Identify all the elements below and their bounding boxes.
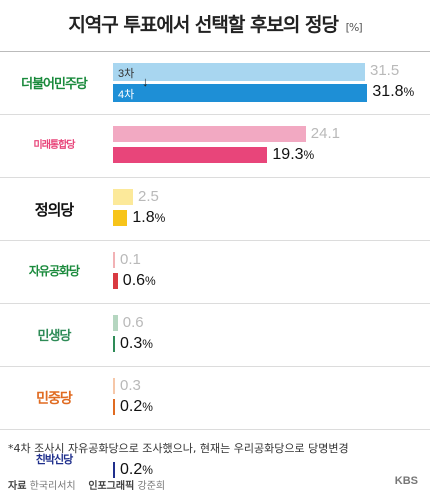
value-label-s1-2: 1.8% bbox=[132, 209, 165, 227]
value-label-s1-0: 31.8% bbox=[372, 83, 414, 101]
credit-line: 자료 한국리서치 인포그래픽 강준희 bbox=[8, 477, 165, 492]
value-label-s1-1: 19.3% bbox=[272, 146, 314, 164]
value-label-s0-1: 24.1 bbox=[311, 125, 340, 142]
value-label-s1-4: 0.3% bbox=[120, 335, 153, 353]
title-text: 지역구 투표에서 선택할 후보의 정당 bbox=[68, 14, 339, 36]
unit-label: [%] bbox=[345, 21, 363, 34]
bar-s1-5 bbox=[113, 399, 115, 415]
value-number: 31.5 bbox=[370, 62, 400, 79]
value-number: 0.2 bbox=[120, 398, 143, 415]
row-divider-4 bbox=[0, 366, 430, 367]
value-number: - bbox=[118, 440, 123, 457]
bar-s1-1 bbox=[113, 147, 268, 163]
row-divider-2 bbox=[0, 240, 430, 241]
party-logo-5: 민중당 bbox=[36, 391, 73, 407]
value-label-s0-5: 0.3 bbox=[120, 377, 141, 394]
value-number: 1.8 bbox=[132, 209, 155, 226]
row-divider-3 bbox=[0, 303, 430, 304]
percent-sign: % bbox=[154, 211, 166, 225]
value-number: 0.6 bbox=[122, 272, 146, 289]
chart-title: 지역구 투표에서 선택할 후보의 정당 [%] bbox=[0, 10, 430, 37]
row-divider-1 bbox=[0, 177, 430, 178]
value-label-s0-0: 31.5 bbox=[370, 62, 399, 79]
row-divider-0 bbox=[0, 114, 430, 115]
value-label-s0-2: 2.5 bbox=[138, 188, 159, 205]
percent-sign: % bbox=[142, 337, 153, 351]
party-logo-3: 자유공화당 bbox=[28, 264, 80, 278]
party-logo-1: 미래통합당 bbox=[33, 140, 76, 151]
bar-s1-0 bbox=[113, 84, 368, 102]
graphic-value: 강준희 bbox=[137, 481, 166, 492]
footnote: *4차 조사시 자유공화당으로 조사했으나, 현재는 우리공화당으로 당명변경 bbox=[8, 442, 349, 455]
party-logo-4: 민생당 bbox=[37, 329, 72, 344]
percent-sign: % bbox=[403, 85, 415, 99]
percent-sign: % bbox=[145, 274, 156, 288]
bar-s1-4 bbox=[113, 336, 115, 352]
bar-s0-5 bbox=[113, 378, 115, 394]
down-arrow-icon: ↓ bbox=[142, 74, 149, 89]
bar-s0-2 bbox=[113, 189, 133, 205]
kbs-logo: KBS bbox=[394, 475, 418, 487]
row-divider-5 bbox=[0, 429, 430, 430]
value-label-s0-3: 0.1 bbox=[120, 251, 141, 268]
bar-s1-3 bbox=[113, 273, 118, 289]
value-number: 19.3 bbox=[272, 146, 304, 163]
source-label: 자료 bbox=[8, 481, 27, 492]
value-label-s0-6: - bbox=[118, 440, 123, 457]
value-label-s1-6: 0.2% bbox=[120, 461, 153, 479]
bar-s0-0 bbox=[113, 63, 365, 81]
bar-s1-6 bbox=[113, 462, 115, 478]
bar-s0-1 bbox=[113, 126, 306, 142]
value-number: 2.5 bbox=[138, 188, 159, 205]
value-number: 31.8 bbox=[372, 83, 404, 100]
value-number: 0.6 bbox=[122, 314, 144, 331]
percent-sign: % bbox=[142, 463, 153, 477]
percent-sign: % bbox=[303, 148, 315, 162]
row-divider-top bbox=[0, 51, 430, 52]
bar-s0-4 bbox=[113, 315, 118, 331]
graphic-label: 인포그래픽 bbox=[88, 481, 135, 492]
party-logo-6: 친박신당 bbox=[35, 453, 73, 466]
party-logo-2: 정의당 bbox=[34, 201, 74, 219]
value-number: 0.2 bbox=[120, 461, 143, 478]
value-number: 0.1 bbox=[120, 251, 141, 268]
legend-round3: 3차 bbox=[118, 68, 135, 80]
source-value: 한국리서치 bbox=[29, 481, 76, 492]
value-label-s1-5: 0.2% bbox=[120, 398, 153, 416]
value-number: 0.3 bbox=[120, 377, 141, 394]
percent-sign: % bbox=[142, 400, 153, 414]
bar-s1-2 bbox=[113, 210, 128, 226]
value-label-s1-3: 0.6% bbox=[123, 272, 156, 290]
value-number: 24.1 bbox=[310, 125, 340, 142]
bar-s0-3 bbox=[113, 252, 115, 268]
value-number: 0.3 bbox=[120, 335, 143, 352]
value-label-s0-4: 0.6 bbox=[123, 314, 144, 331]
party-logo-0: 더불어민주당 bbox=[21, 77, 88, 92]
legend-round4: 4차 bbox=[118, 89, 135, 101]
